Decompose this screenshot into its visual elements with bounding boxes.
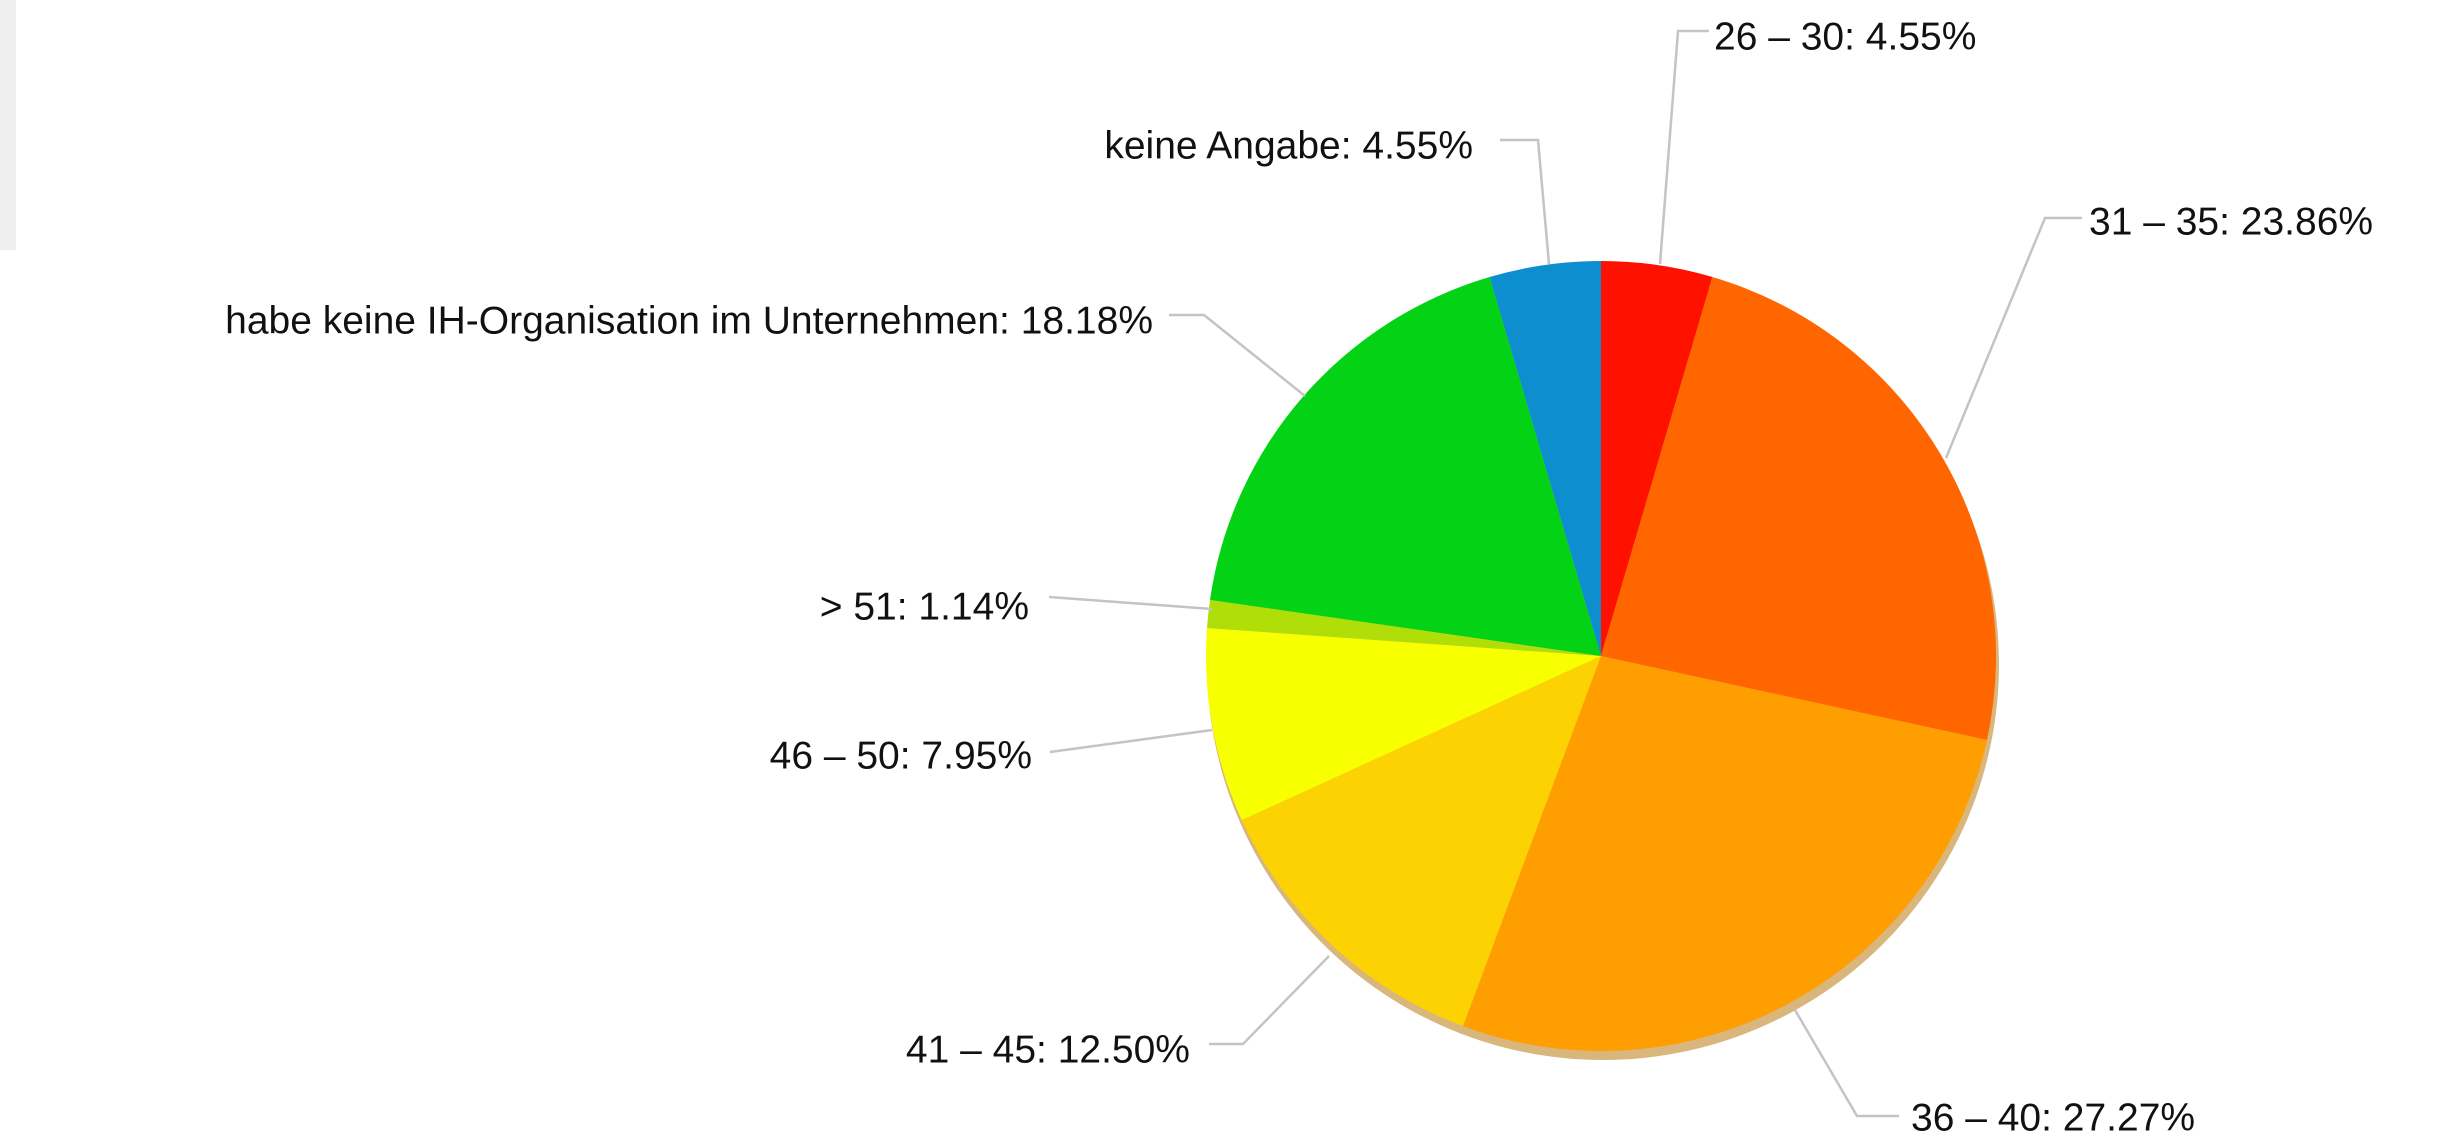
panel-edge [0, 0, 16, 250]
leader-line [1049, 728, 1213, 754]
slice-label: > 51: 1.14% [820, 585, 1029, 628]
pie-slice [1206, 627, 1601, 821]
leader-line [1209, 955, 1330, 1046]
pie-slice [1210, 277, 1601, 656]
leader-line [1048, 595, 1213, 611]
slice-label: 36 – 40: 27.27% [1911, 1096, 2195, 1139]
leader-line [1658, 29, 1709, 265]
leader-line [1944, 216, 2082, 459]
slice-label: 26 – 30: 4.55% [1714, 15, 1976, 58]
slice-label: 41 – 45: 12.50% [906, 1028, 1190, 1071]
pie-slice [1601, 277, 1997, 740]
pie-slice [1463, 656, 1987, 1052]
slice-label: keine Angabe: 4.55% [1104, 124, 1473, 167]
leader-line [1793, 1009, 1899, 1118]
slice-label: 46 – 50: 7.95% [770, 734, 1032, 777]
leader-line [1500, 138, 1551, 265]
leader-line [1169, 313, 1306, 397]
slice-label: habe keine IH-Organisation im Unternehme… [225, 299, 1153, 342]
pie-slice [1601, 261, 1713, 656]
pie-slice [1206, 599, 1601, 656]
pie-slice [1489, 261, 1601, 656]
pie-slice [1241, 656, 1601, 1027]
slice-label: 31 – 35: 23.86% [2089, 200, 2373, 243]
